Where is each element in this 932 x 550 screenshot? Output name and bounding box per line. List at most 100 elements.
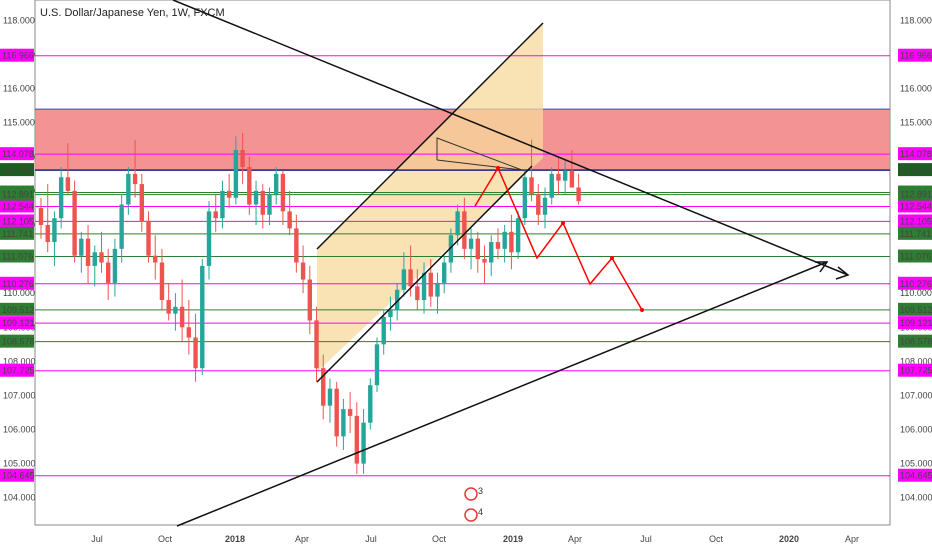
candle-body [85, 238, 91, 266]
level-label-right: 108.578 [900, 337, 932, 347]
channel-fill [317, 23, 543, 372]
level-label-right: 110.276 [900, 279, 932, 289]
y-tick-left: 106.000 [3, 425, 36, 435]
candle-body [502, 231, 507, 249]
candle-body [341, 409, 346, 437]
level-label-left-bg [0, 226, 34, 240]
y-tick-left: 105.000 [3, 459, 36, 469]
candle-body [562, 170, 568, 181]
level-label-right: 109.512 [900, 305, 932, 315]
candle-body [226, 190, 232, 198]
marker-label: 3 [478, 486, 484, 496]
level-label-right-bg [898, 147, 932, 161]
event-marker-3[interactable]: 3 [478, 486, 483, 496]
candle-body [529, 177, 534, 195]
candle-body [415, 286, 420, 300]
triangle-pattern [436, 137, 523, 171]
candle-body [260, 190, 265, 215]
x-tick: Oct [158, 534, 173, 544]
projected-path-vertex [610, 256, 614, 260]
channel-upper-line [316, 22, 544, 250]
candle-body [72, 190, 77, 256]
level-label-left: 109.121 [2, 318, 35, 328]
candle-body [556, 173, 561, 181]
level-label-left-bg [0, 363, 34, 377]
level-label-left-bg [0, 276, 34, 290]
event-marker-4[interactable]: 4 [478, 507, 483, 517]
level-label-right-bg [898, 199, 932, 213]
candle-body [388, 310, 393, 318]
candle-body [126, 173, 131, 205]
level-label-left-bg [0, 316, 34, 330]
candle-body [200, 265, 205, 369]
y-tick-right: 106.000 [900, 425, 932, 435]
candle-body [159, 262, 165, 300]
candle-body [509, 231, 514, 253]
level-label-right: 112.891 [900, 190, 932, 200]
level-label-right-bg [898, 468, 932, 482]
y-tick-left: 104.000 [3, 493, 36, 503]
y-tick-left: 110.000 [3, 288, 35, 298]
level-label-right: 111.076 [900, 252, 931, 262]
level-label-left-bg [0, 334, 34, 348]
descending-trendline [172, 0, 849, 276]
candle-body [442, 262, 447, 283]
x-tick: Apr [845, 534, 859, 544]
y-tick-left: 108.000 [3, 356, 36, 366]
level-label-right: 114.078 [900, 149, 932, 159]
x-tick: Oct [432, 534, 447, 544]
candle-body [314, 320, 319, 369]
ascending-arrowhead [815, 261, 829, 273]
candle-body [240, 150, 245, 168]
level-label-left: 112.891 [2, 190, 34, 200]
candle-body [462, 211, 467, 249]
candle-body [368, 385, 373, 423]
candle-body [408, 269, 413, 287]
level-label-right-bg [898, 214, 932, 228]
level-label-left: 110.276 [2, 279, 34, 289]
descending-arrowhead [835, 266, 850, 280]
candle-body [515, 218, 521, 253]
level-label-left: 112.105 [2, 216, 34, 226]
level-label-right-bg [898, 249, 932, 263]
x-tick: Jul [91, 534, 103, 544]
candle-body [448, 235, 454, 263]
level-label-right: 112.105 [900, 216, 932, 226]
level-label-left-bg [0, 249, 34, 263]
level-label-right-bg [898, 187, 932, 201]
candle-body [435, 282, 440, 297]
x-tick: 2018 [225, 534, 245, 544]
candle-body [206, 211, 212, 266]
candle-body [361, 422, 366, 464]
level-label-left: 114.078 [2, 149, 34, 159]
candle-body [300, 262, 306, 280]
level-label-right-bg [898, 302, 932, 316]
level-label-right-bg [898, 316, 932, 330]
x-tick: Apr [568, 534, 582, 544]
candle-body [347, 409, 353, 416]
candle-body [354, 415, 360, 464]
level-label-left-bg [0, 199, 34, 213]
ascending-trendline [176, 261, 828, 527]
level-label-left-bg [0, 214, 34, 228]
candle-body [274, 173, 279, 195]
level-label-right: 104.645 [900, 471, 932, 481]
level-label-left: 109.512 [2, 305, 35, 315]
candle-body [401, 269, 407, 290]
candle-body [495, 242, 501, 249]
candle-body [213, 211, 218, 219]
level-label-right: 111.741 [900, 229, 931, 239]
candle-body [79, 238, 84, 256]
candle-body [153, 255, 158, 263]
candle-body [576, 187, 581, 202]
y-tick-left: 107.000 [3, 390, 36, 400]
channel-lower-line [316, 165, 533, 383]
candle-body [220, 190, 225, 219]
candle-body [489, 242, 494, 263]
candle-body [58, 177, 64, 219]
level-label-left: 113.610 [2, 165, 34, 175]
candle-body [132, 173, 138, 185]
level-label-right: 113.610 [900, 165, 932, 175]
candle-body [455, 211, 460, 236]
